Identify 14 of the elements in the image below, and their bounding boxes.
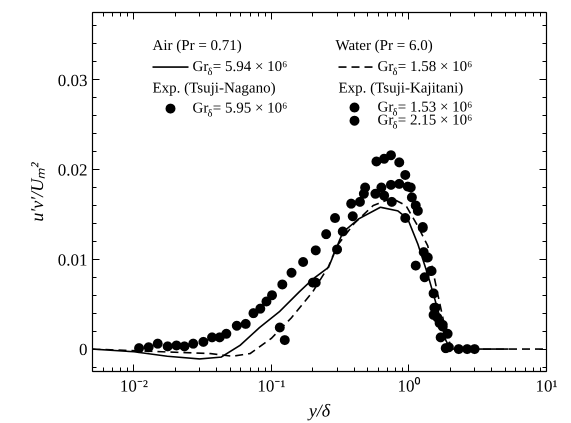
x-tick-label: 10⁻² bbox=[120, 376, 148, 396]
y-tick-label: 0 bbox=[79, 340, 88, 360]
x-tick-label: 10⁰ bbox=[397, 376, 420, 396]
x-axis-title: y/δ bbox=[306, 400, 331, 420]
y-tick-label: 0.03 bbox=[58, 70, 88, 90]
annotation: Exp. (Tsuji-Kajitani) bbox=[338, 80, 464, 96]
y-axis-title: u′v′/Uₘ² bbox=[26, 162, 47, 222]
x-tick-label: 10¹ bbox=[535, 376, 558, 396]
y-tick-label: 0.02 bbox=[58, 160, 88, 180]
y-tick-label: 0.01 bbox=[58, 250, 88, 270]
annotation: Air (Pr = 0.71) bbox=[152, 38, 242, 54]
x-tick-label: 10⁻¹ bbox=[257, 376, 286, 396]
annotation: Exp. (Tsuji-Nagano) bbox=[152, 80, 276, 96]
annotation: Water (Pr = 6.0) bbox=[336, 38, 433, 54]
